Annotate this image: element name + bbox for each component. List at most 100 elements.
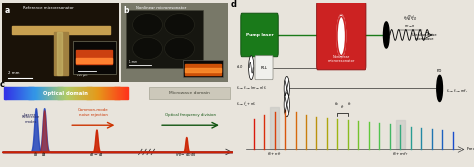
Bar xyxy=(30,87,32,99)
Circle shape xyxy=(164,37,194,60)
Bar xyxy=(116,87,118,99)
Bar xyxy=(125,87,126,99)
Text: PLL: PLL xyxy=(261,66,267,70)
Bar xyxy=(49,87,50,99)
Bar xyxy=(48,87,49,99)
Bar xyxy=(75,87,76,99)
Bar xyxy=(123,87,124,99)
Bar xyxy=(54,87,55,99)
Bar xyxy=(107,87,108,99)
Bar xyxy=(22,87,23,99)
Bar xyxy=(44,87,45,99)
Bar xyxy=(21,87,22,99)
Text: $f_0+mf_r$: $f_0+mf_r$ xyxy=(392,150,409,157)
Bar xyxy=(13,87,14,99)
Bar xyxy=(102,87,103,99)
Bar xyxy=(55,87,56,99)
Bar xyxy=(76,58,112,63)
Bar xyxy=(396,120,404,149)
Text: Frequency$_R$: Frequency$_R$ xyxy=(465,145,474,153)
Text: Optical frequency division: Optical frequency division xyxy=(165,113,216,117)
Bar xyxy=(126,87,127,99)
Bar xyxy=(27,87,28,99)
Bar xyxy=(65,87,67,99)
Bar xyxy=(50,87,51,99)
Circle shape xyxy=(383,22,389,48)
Text: 100 μm: 100 μm xyxy=(77,73,88,77)
Bar xyxy=(109,87,110,99)
Bar xyxy=(64,87,66,99)
Bar xyxy=(32,87,34,99)
Bar xyxy=(11,87,12,99)
Bar xyxy=(51,87,52,99)
Bar xyxy=(74,87,75,99)
Bar xyxy=(76,50,112,64)
Bar xyxy=(9,87,10,99)
Text: Pump laser: Pump laser xyxy=(246,33,273,37)
Bar xyxy=(9,87,11,99)
Bar xyxy=(6,87,7,99)
Bar xyxy=(110,87,111,99)
Bar xyxy=(40,87,41,99)
Bar xyxy=(72,87,73,99)
Text: 2 mm: 2 mm xyxy=(8,71,20,75)
FancyBboxPatch shape xyxy=(255,56,273,80)
Circle shape xyxy=(284,93,289,117)
Bar xyxy=(42,87,43,99)
Text: b: b xyxy=(123,6,128,15)
Bar xyxy=(126,10,203,67)
Text: $f_0-f_A-(m-n)f_r$: $f_0-f_A-(m-n)f_r$ xyxy=(236,85,267,92)
Bar xyxy=(104,87,105,99)
Text: Ultralow-noise
microwave: Ultralow-noise microwave xyxy=(411,33,437,41)
Bar xyxy=(100,87,101,99)
Bar xyxy=(56,87,57,99)
Bar xyxy=(111,87,112,99)
Text: $f_A$: $f_A$ xyxy=(41,150,47,159)
Bar xyxy=(36,87,38,99)
Bar xyxy=(17,87,18,99)
Text: c: c xyxy=(0,80,4,89)
Bar xyxy=(12,87,13,99)
Bar xyxy=(85,87,87,99)
Text: Common-mode
noise rejection: Common-mode noise rejection xyxy=(78,108,109,117)
Circle shape xyxy=(133,37,163,60)
Bar xyxy=(19,87,20,99)
Bar xyxy=(18,87,19,99)
FancyBboxPatch shape xyxy=(317,1,366,70)
Bar xyxy=(58,87,60,99)
Bar xyxy=(87,87,89,99)
Text: 1 mm: 1 mm xyxy=(129,60,137,64)
Bar xyxy=(149,87,230,99)
Text: $f_r$: $f_r$ xyxy=(340,104,345,111)
Bar xyxy=(112,87,113,99)
Text: Microwave domain: Microwave domain xyxy=(169,91,210,95)
Circle shape xyxy=(133,14,163,36)
Bar xyxy=(88,87,90,99)
Bar xyxy=(77,87,78,99)
Bar xyxy=(93,87,95,99)
Bar xyxy=(47,87,48,99)
Text: Reference microresonator: Reference microresonator xyxy=(23,6,74,10)
Bar xyxy=(113,87,115,99)
Text: $f_B$: $f_B$ xyxy=(33,150,39,159)
Bar xyxy=(124,87,125,99)
Bar xyxy=(64,87,65,99)
Bar xyxy=(99,87,100,99)
Bar xyxy=(97,87,98,99)
Bar xyxy=(23,87,24,99)
Bar xyxy=(12,26,110,34)
Bar xyxy=(119,87,121,99)
Text: Reference
modes: Reference modes xyxy=(21,115,40,124)
Text: $f_0+nf_r$: $f_0+nf_r$ xyxy=(267,150,282,157)
Text: $f_B-f_A$: $f_B-f_A$ xyxy=(89,151,104,159)
Bar xyxy=(7,87,8,99)
Bar xyxy=(76,87,77,99)
Bar xyxy=(29,87,31,99)
Bar xyxy=(82,87,83,99)
Bar xyxy=(45,87,46,99)
Circle shape xyxy=(337,14,346,58)
Bar xyxy=(185,67,221,72)
Bar xyxy=(78,87,79,99)
Text: $f_0 f_A^m f_{LO}^l$: $f_0 f_A^m f_{LO}^l$ xyxy=(403,13,417,24)
Text: $f_c$: $f_c$ xyxy=(346,101,352,108)
